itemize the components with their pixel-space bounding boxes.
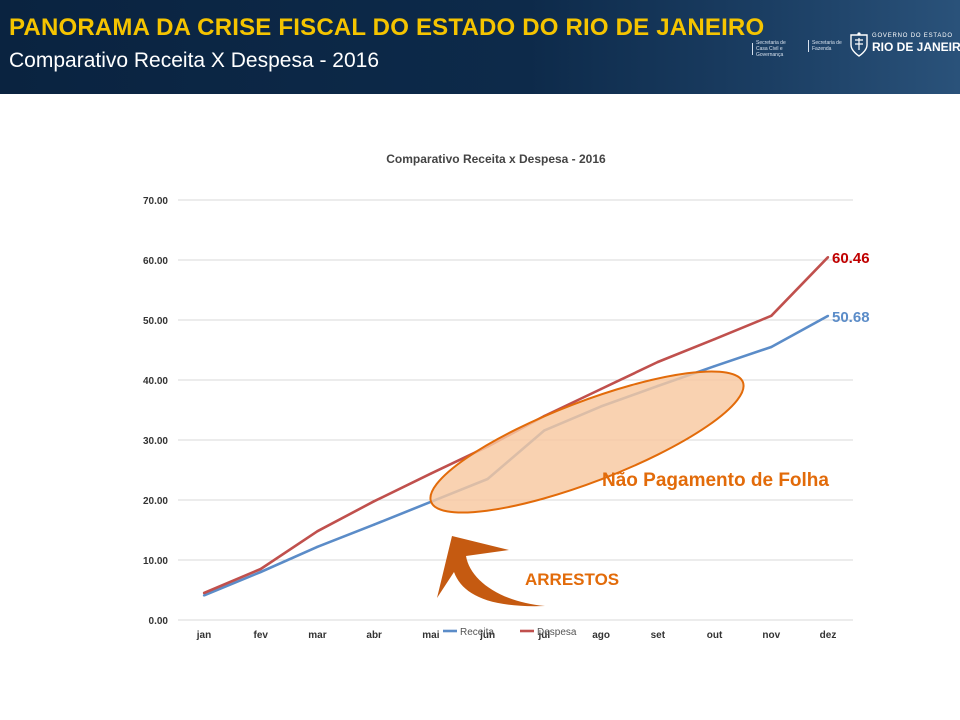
data-point	[826, 314, 830, 318]
rio-de-janeiro-logo: GOVERNO DO ESTADO RIO DE JANEIRO	[848, 32, 960, 63]
end-value-label: 50.68	[832, 309, 870, 326]
ellipse-annotation-label: Não Pagamento de Folha	[602, 470, 829, 491]
revenue-expense-chart: 0.0010.0020.0030.0040.0050.0060.0070.00 …	[143, 152, 870, 641]
slide-subtitle: Comparativo Receita X Despesa - 2016	[9, 49, 380, 72]
annotations: Não Pagamento de Folha ARRESTOS	[429, 370, 829, 607]
y-tick-label: 10.00	[143, 556, 168, 567]
data-point	[713, 338, 716, 341]
chart-legend: Receita Despesa	[443, 627, 577, 638]
data-point	[259, 567, 262, 571]
x-tick-label: jul	[538, 630, 551, 641]
fazenda-logo: Secretaria de Fazenda	[808, 40, 842, 52]
legend-label: Despesa	[537, 627, 577, 638]
x-tick-label: mar	[308, 630, 326, 641]
data-point	[770, 345, 773, 349]
x-tick-label: set	[651, 630, 666, 641]
x-tick-label: jun	[479, 630, 495, 641]
data-point	[372, 523, 376, 526]
data-point	[429, 472, 433, 475]
y-tick-label: 60.00	[143, 256, 168, 267]
y-tick-label: 70.00	[143, 196, 168, 207]
end-value-labels: 50.68 60.46	[832, 250, 870, 326]
state-coat-of-arms-icon	[850, 32, 868, 57]
chart-title: Comparativo Receita x Despesa - 2016	[386, 152, 606, 166]
casa-civil-logo: Secretaria de Casa Civil e Governança	[752, 40, 794, 58]
curved-arrow-icon	[437, 536, 545, 607]
y-tick-label: 50.00	[143, 316, 168, 327]
data-point	[826, 256, 830, 259]
x-tick-label: ago	[592, 630, 610, 641]
y-axis-ticks: 0.00 10.00 20.00 30.00 40.00 50.00 60.00 70.00	[143, 196, 168, 627]
data-point	[202, 594, 206, 597]
x-tick-label: jan	[196, 630, 211, 641]
x-tick-label: mai	[422, 630, 439, 641]
slide-header: PANORAMA DA CRISE FISCAL DO ESTADO DO RI…	[0, 0, 960, 94]
arrow-annotation-label: ARRESTOS	[525, 570, 619, 589]
data-point	[372, 500, 376, 503]
data-point	[202, 591, 206, 595]
x-tick-label: out	[707, 630, 723, 641]
legend-label: Receita	[460, 627, 494, 638]
x-tick-label: dez	[820, 630, 837, 641]
slide-title: PANORAMA DA CRISE FISCAL DO ESTADO DO RI…	[9, 14, 765, 41]
data-point	[316, 530, 319, 533]
data-point	[770, 314, 773, 317]
government-logos: Secretaria de Casa Civil e Governança Se…	[752, 30, 960, 64]
x-tick-label: abr	[366, 630, 382, 641]
data-point	[259, 570, 262, 574]
y-tick-label: 0.00	[149, 616, 169, 627]
series-lines	[202, 256, 830, 597]
y-tick-label: 40.00	[143, 376, 168, 387]
x-tick-label: fev	[254, 630, 269, 641]
data-point	[599, 387, 603, 391]
y-tick-label: 30.00	[143, 436, 168, 447]
highlight-ellipse	[429, 370, 745, 514]
data-point	[713, 365, 716, 368]
x-axis-ticks: jan fev mar abr mai jun jul ago set out nov dez	[196, 630, 837, 641]
despesa-line	[203, 256, 829, 595]
x-tick-label: nov	[762, 630, 780, 641]
data-point	[316, 545, 319, 548]
end-value-label: 60.46	[832, 250, 870, 267]
y-tick-label: 20.00	[143, 496, 168, 507]
data-point	[656, 360, 660, 364]
